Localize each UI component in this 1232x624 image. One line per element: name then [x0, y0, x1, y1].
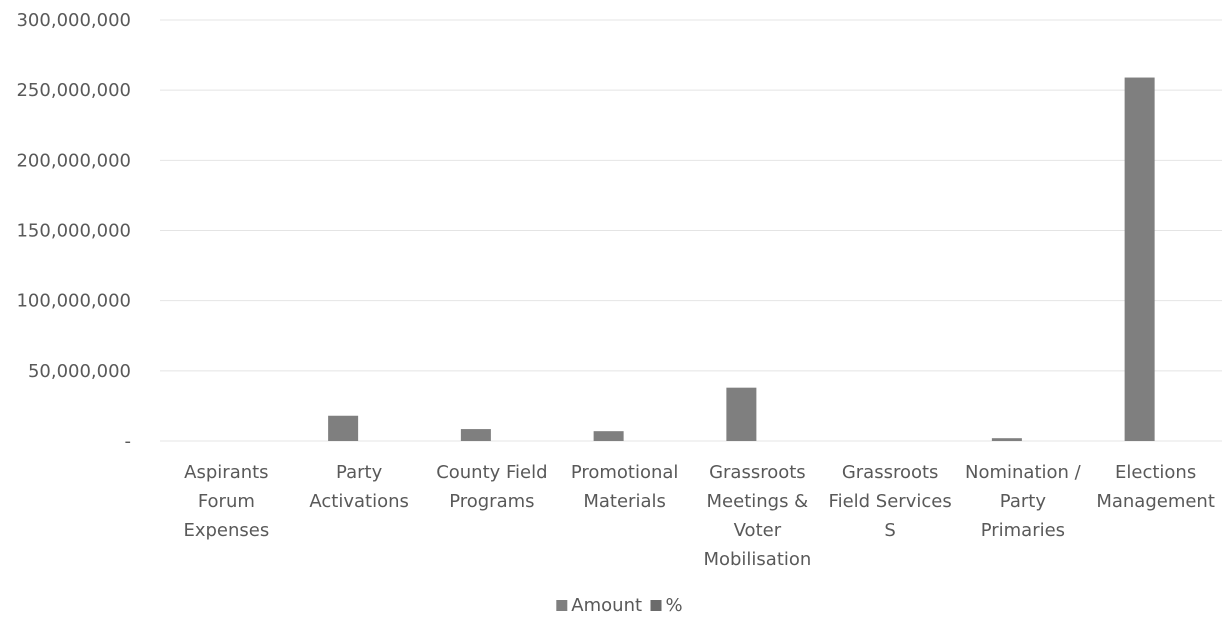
legend-label-percent: % — [666, 595, 683, 616]
legend-swatch-amount — [556, 600, 568, 611]
x-category-label: Elections Management — [1096, 462, 1215, 512]
y-tick-label: - — [125, 431, 132, 452]
x-category-label: Nomination / Party Primaries — [965, 462, 1082, 541]
x-category-label: Promotional Materials — [571, 462, 679, 512]
y-tick-label: 250,000,000 — [16, 80, 131, 101]
bar-amount-2 — [460, 429, 491, 441]
x-category-label-line: Meetings & — [707, 491, 809, 512]
legend-swatch-percent — [650, 600, 662, 611]
y-tick-label: 50,000,000 — [28, 361, 131, 382]
x-category-label-line: Forum — [198, 491, 255, 512]
y-tick-label: 300,000,000 — [16, 10, 131, 31]
x-category-label-line: Primaries — [981, 520, 1065, 541]
x-category-label-line: Voter — [734, 520, 782, 541]
grid-layer — [160, 19, 1222, 442]
x-category-label-line: Mobilisation — [703, 549, 811, 570]
x-category-label-line: Promotional — [571, 462, 679, 483]
x-category-label-line: Nomination / — [965, 462, 1082, 483]
bar-amount-1 — [328, 415, 359, 441]
y-tick-label: 150,000,000 — [16, 221, 131, 242]
y-axis-tick-labels: - 50,000,000 100,000,000 150,000,000 200,000… — [16, 10, 131, 452]
x-category-label-line: Activations — [309, 491, 409, 512]
legend: Amount% — [556, 595, 683, 616]
x-category-label: Party Activations — [309, 462, 409, 512]
x-category-label-line: Party — [336, 462, 383, 483]
x-category-label-line: Grassroots — [709, 462, 806, 483]
bars — [328, 77, 1155, 441]
x-category-label-line: S — [884, 520, 895, 541]
legend-label-amount: Amount — [571, 595, 642, 616]
x-category-label-line: Expenses — [183, 520, 269, 541]
bar-amount-4 — [726, 387, 757, 441]
x-category-label: Grassroots Field Services S — [829, 462, 952, 541]
x-category-label-line: Elections — [1115, 462, 1196, 483]
x-category-label-line: Materials — [583, 491, 666, 512]
x-axis-category-labels: Aspirants Forum Expenses Party Activations Co… — [183, 462, 1214, 570]
y-tick-label: 100,000,000 — [16, 291, 131, 312]
x-category-label-line: Programs — [449, 491, 534, 512]
x-category-label-line: Field Services — [829, 491, 952, 512]
x-category-label: Aspirants Forum Expenses — [183, 462, 269, 541]
x-category-label: Grassroots Meetings & Voter Mobilisation — [703, 462, 811, 570]
x-category-label-line: Management — [1096, 491, 1215, 512]
x-category-label-line: Grassroots — [842, 462, 939, 483]
bar-amount-7 — [1124, 77, 1155, 441]
x-category-label-line: County Field — [436, 462, 547, 483]
bar-amount-6 — [991, 438, 1022, 441]
x-category-label-line: Aspirants — [184, 462, 268, 483]
x-category-label-line: Party — [1000, 491, 1047, 512]
x-category-label: County Field Programs — [436, 462, 547, 512]
y-tick-label: 200,000,000 — [16, 150, 131, 171]
bar-amount-3 — [593, 431, 624, 441]
